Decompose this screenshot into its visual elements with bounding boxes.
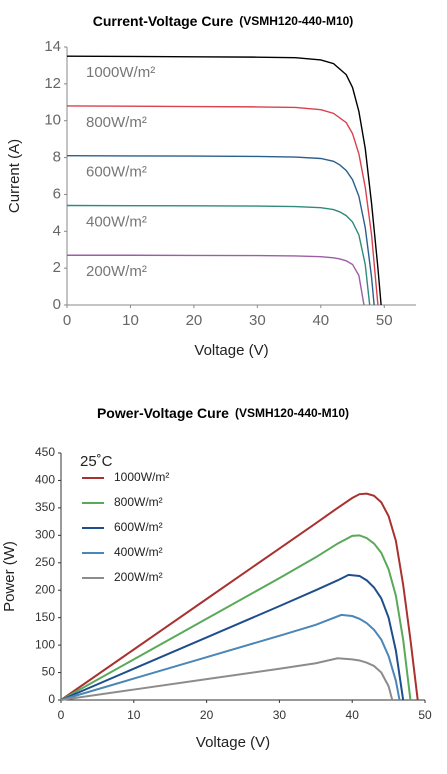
series-line [60, 657, 394, 701]
x-tick-label: 40 [346, 708, 360, 722]
series-label: 1000W/m² [86, 64, 155, 81]
chart-title: Current-Voltage Cure (VSMH120-440-M10) [93, 13, 354, 29]
legend-label: 200W/m² [114, 570, 163, 584]
x-tick-label: 10 [122, 312, 139, 329]
y-tick-label: 0 [53, 296, 61, 313]
title-main: Power-Voltage Cure [97, 405, 229, 421]
x-axis-label: Voltage (V) [194, 342, 268, 359]
series-line [60, 534, 412, 701]
x-tick-label: 20 [186, 312, 203, 329]
title-model: (VSMH120-440-M10) [235, 406, 349, 420]
y-tick-label: 300 [35, 528, 55, 542]
x-tick-label: 0 [58, 708, 65, 722]
y-tick-label: 14 [44, 38, 61, 55]
series-line [67, 254, 365, 306]
y-tick-label: 50 [42, 665, 56, 679]
series-line [60, 492, 419, 701]
series-label: 400W/m² [86, 213, 147, 230]
y-tick-label: 0 [48, 692, 55, 706]
x-tick-label: 10 [127, 708, 141, 722]
series-line [66, 204, 371, 306]
series-line [60, 613, 401, 701]
x-tick-label: 40 [312, 312, 329, 329]
series-label: 200W/m² [86, 263, 147, 280]
legend-label: 400W/m² [114, 545, 163, 559]
y-tick-label: 400 [35, 473, 55, 487]
x-tick-label: 30 [249, 312, 266, 329]
y-tick-label: 8 [53, 149, 61, 166]
x-tick-label: 50 [418, 708, 432, 722]
y-tick-label: 200 [35, 582, 55, 596]
title-model: (VSMH120-440-M10) [239, 14, 353, 28]
x-axis-label: Voltage (V) [196, 734, 270, 751]
y-tick-label: 350 [35, 500, 55, 514]
y-tick-label: 150 [35, 610, 55, 624]
title-main: Current-Voltage Cure [93, 13, 234, 29]
legend-label: 1000W/m² [114, 470, 169, 484]
series-line [60, 573, 405, 701]
x-tick-label: 20 [200, 708, 214, 722]
y-tick-label: 12 [44, 75, 61, 92]
y-axis-label: Current (A) [6, 139, 23, 213]
y-tick-label: 6 [53, 185, 61, 202]
y-tick-label: 250 [35, 555, 55, 569]
series-line [66, 105, 379, 306]
legend-label: 800W/m² [114, 495, 163, 509]
y-axis-label: Power (W) [1, 541, 18, 612]
x-tick-label: 0 [63, 312, 71, 329]
y-tick-label: 2 [53, 259, 61, 276]
x-tick-label: 30 [273, 708, 287, 722]
legend-label: 600W/m² [114, 520, 163, 534]
x-tick-label: 50 [376, 312, 393, 329]
series-line [66, 55, 382, 306]
y-tick-label: 4 [53, 222, 61, 239]
series-label: 800W/m² [86, 114, 147, 131]
y-tick-label: 100 [35, 637, 55, 651]
y-tick-label: 10 [44, 112, 61, 129]
chart-title: Power-Voltage Cure (VSMH120-440-M10) [97, 405, 349, 421]
series-label: 600W/m² [86, 164, 147, 181]
y-tick-label: 450 [35, 445, 55, 459]
series-line [66, 155, 375, 306]
legend-title: 25˚C [80, 453, 113, 470]
